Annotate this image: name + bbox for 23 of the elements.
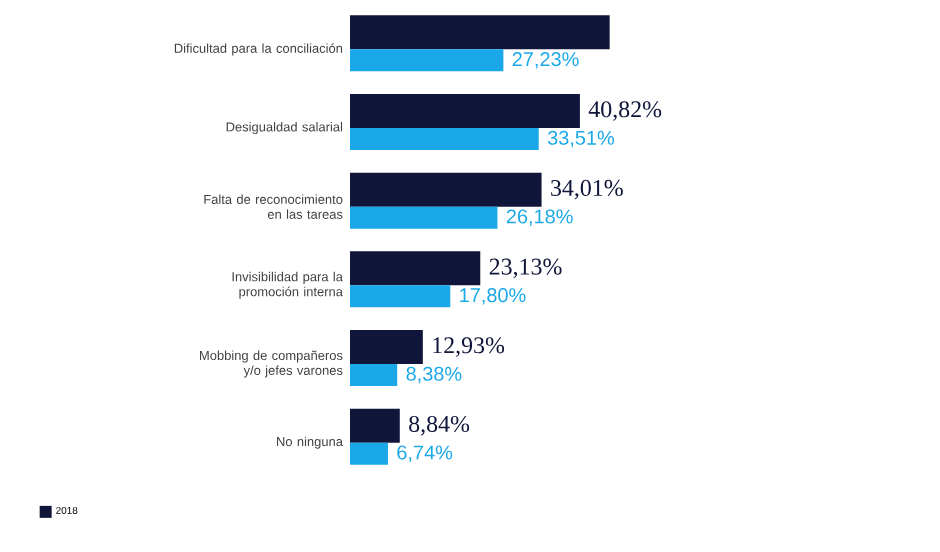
bar bbox=[350, 172, 542, 207]
bar bbox=[350, 128, 539, 150]
data-label: 8,38% bbox=[406, 366, 462, 384]
bar bbox=[350, 251, 481, 286]
data-label: 34,01% bbox=[551, 179, 623, 200]
bar bbox=[350, 285, 451, 308]
data-label: 17,80% bbox=[460, 288, 526, 305]
bar bbox=[350, 15, 610, 50]
data-label: 8,84% bbox=[409, 415, 470, 436]
bar bbox=[350, 49, 504, 72]
bar bbox=[350, 94, 580, 128]
data-label: 27,23% bbox=[512, 52, 579, 69]
data-label: 12,93% bbox=[433, 337, 505, 357]
data-label: 6,74% bbox=[397, 445, 453, 462]
bar bbox=[350, 408, 400, 443]
bar bbox=[350, 364, 398, 386]
bar bbox=[350, 330, 423, 364]
bar bbox=[350, 206, 498, 229]
bar bbox=[350, 442, 388, 465]
data-label: 26,18% bbox=[506, 209, 573, 226]
data-label: 40,82% bbox=[588, 101, 662, 121]
data-label: 23,13% bbox=[489, 258, 562, 279]
data-label: 33,51% bbox=[547, 130, 615, 148]
